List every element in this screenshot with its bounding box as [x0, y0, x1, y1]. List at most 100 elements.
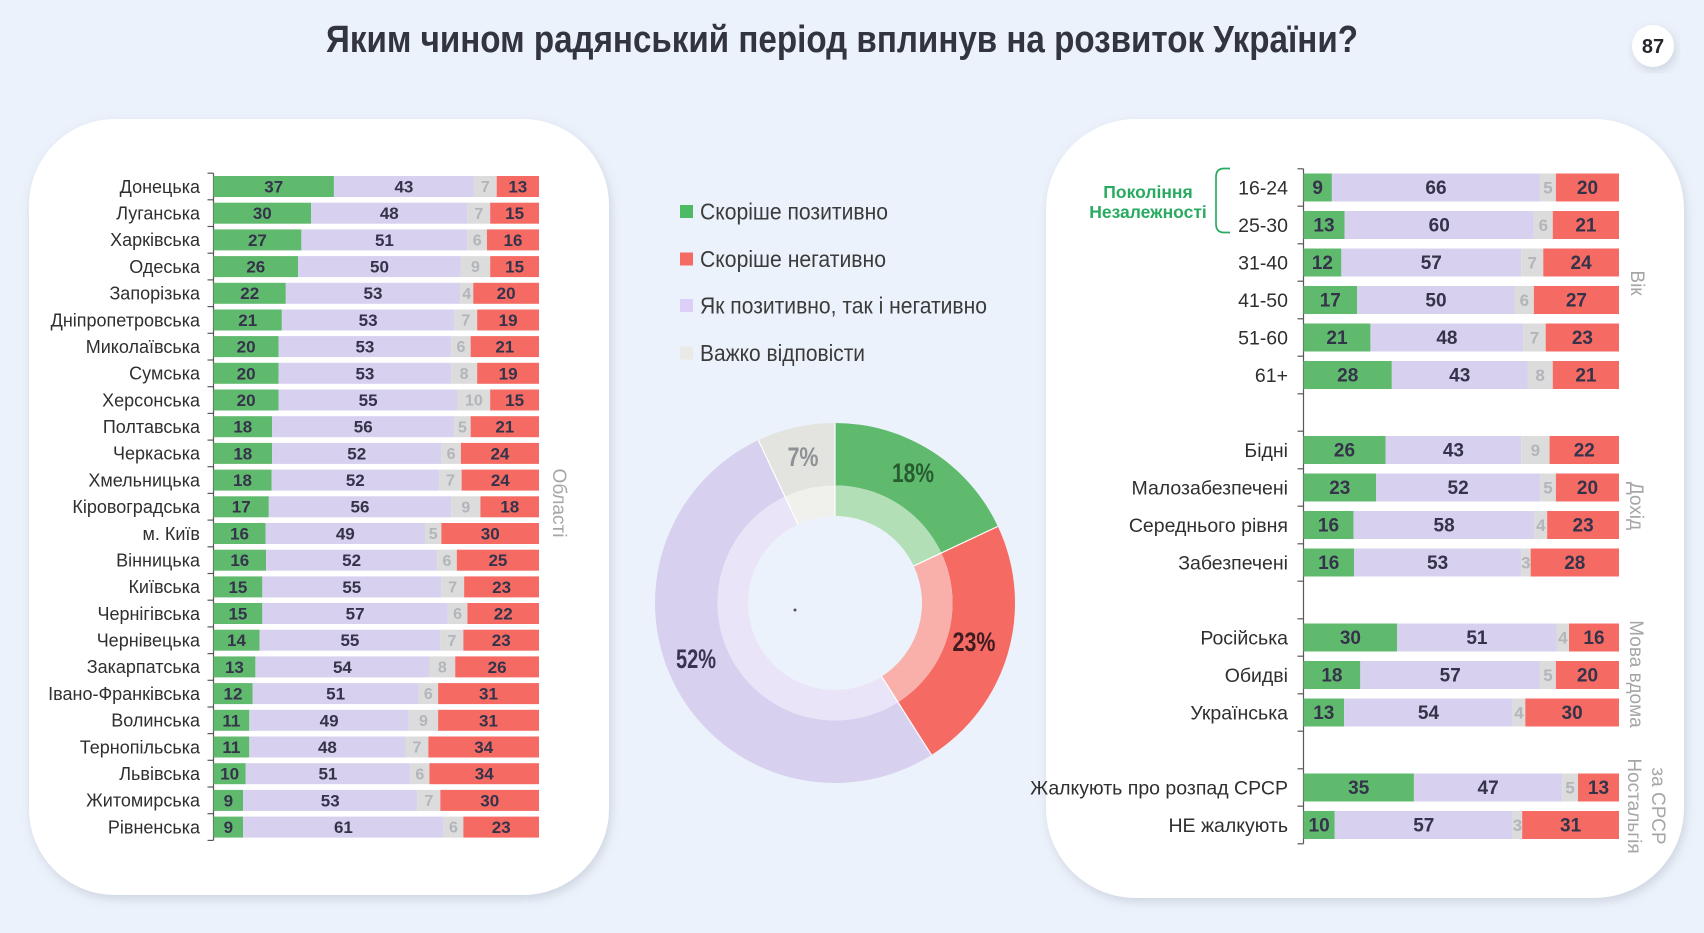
- svg-text:20: 20: [237, 338, 256, 357]
- svg-text:10: 10: [1309, 816, 1330, 837]
- svg-text:16: 16: [230, 551, 249, 570]
- svg-text:50: 50: [1425, 291, 1446, 312]
- svg-text:11: 11: [222, 711, 240, 730]
- svg-text:53: 53: [359, 311, 378, 330]
- svg-text:5: 5: [1543, 666, 1552, 685]
- svg-text:53: 53: [364, 284, 383, 303]
- svg-text:12: 12: [224, 685, 243, 704]
- svg-text:14: 14: [227, 631, 246, 650]
- svg-text:25: 25: [488, 551, 507, 570]
- svg-text:23: 23: [1573, 516, 1594, 537]
- svg-text:52%: 52%: [676, 644, 716, 674]
- svg-text:Херсонська: Херсонська: [102, 390, 201, 410]
- svg-text:57: 57: [1413, 816, 1434, 837]
- svg-text:57: 57: [1421, 253, 1442, 274]
- svg-text:16: 16: [1583, 628, 1604, 649]
- svg-text:7: 7: [1530, 328, 1539, 347]
- svg-text:28: 28: [1564, 553, 1585, 574]
- svg-text:Скоріше позитивно: Скоріше позитивно: [700, 199, 888, 225]
- svg-text:57: 57: [1440, 666, 1461, 687]
- svg-text:Покоління: Покоління: [1103, 182, 1192, 202]
- svg-text:5: 5: [1565, 779, 1574, 798]
- svg-text:Незалежності: Незалежності: [1089, 202, 1207, 222]
- svg-text:23: 23: [492, 631, 511, 650]
- svg-text:16: 16: [1318, 553, 1339, 574]
- svg-text:Забезпечені: Забезпечені: [1178, 553, 1288, 575]
- svg-text:41-50: 41-50: [1238, 290, 1288, 312]
- svg-text:9: 9: [461, 499, 470, 516]
- svg-text:57: 57: [346, 605, 365, 624]
- svg-text:31: 31: [479, 711, 498, 730]
- svg-text:7: 7: [474, 206, 483, 223]
- svg-text:10: 10: [220, 765, 239, 784]
- svg-text:37: 37: [264, 177, 283, 196]
- svg-text:24: 24: [1571, 253, 1593, 274]
- svg-text:18: 18: [1321, 666, 1342, 687]
- svg-text:20: 20: [237, 364, 256, 383]
- svg-text:6: 6: [1539, 216, 1548, 235]
- svg-text:Малозабезпечені: Малозабезпечені: [1132, 478, 1289, 500]
- svg-text:54: 54: [1418, 703, 1440, 724]
- svg-text:8: 8: [460, 366, 469, 383]
- svg-text:15: 15: [505, 204, 524, 223]
- svg-text:13: 13: [1313, 703, 1334, 724]
- svg-text:13: 13: [508, 177, 527, 196]
- svg-text:12: 12: [1312, 253, 1333, 274]
- svg-text:6: 6: [424, 686, 433, 703]
- svg-text:4: 4: [1536, 516, 1546, 535]
- svg-text:Бідні: Бідні: [1244, 440, 1288, 462]
- svg-text:56: 56: [354, 418, 373, 437]
- svg-text:20: 20: [1577, 478, 1598, 499]
- svg-text:55: 55: [340, 631, 359, 650]
- svg-text:Російська: Російська: [1200, 628, 1288, 650]
- svg-text:15: 15: [228, 605, 247, 624]
- svg-text:Області: Області: [548, 469, 569, 538]
- svg-text:22: 22: [1574, 441, 1595, 462]
- svg-text:35: 35: [1348, 778, 1370, 799]
- svg-text:6: 6: [456, 339, 465, 356]
- svg-text:Одеська: Одеська: [129, 257, 201, 277]
- svg-text:Важко відповісти: Важко відповісти: [700, 340, 865, 366]
- svg-text:25-30: 25-30: [1238, 215, 1288, 237]
- svg-text:19: 19: [499, 364, 518, 383]
- svg-text:21: 21: [238, 311, 257, 330]
- svg-text:Вінницька: Вінницька: [116, 551, 201, 571]
- svg-text:56: 56: [351, 498, 370, 517]
- svg-text:17: 17: [1320, 291, 1341, 312]
- svg-text:5: 5: [458, 419, 467, 436]
- svg-text:Донецька: Донецька: [120, 177, 201, 197]
- svg-text:7: 7: [447, 633, 456, 650]
- svg-text:7: 7: [424, 793, 433, 810]
- svg-text:50: 50: [370, 258, 389, 277]
- svg-text:за СРСР: за СРСР: [1647, 767, 1668, 844]
- svg-text:Дніпропетровська: Дніпропетровська: [51, 310, 201, 330]
- svg-text:21: 21: [495, 418, 514, 437]
- svg-text:26: 26: [246, 258, 265, 277]
- svg-text:52: 52: [346, 471, 365, 490]
- svg-text:7%: 7%: [788, 442, 819, 472]
- svg-text:Чернівецька: Чернівецька: [97, 631, 201, 651]
- svg-text:53: 53: [355, 364, 374, 383]
- svg-text:49: 49: [320, 711, 339, 730]
- svg-text:Мова вдома: Мова вдома: [1625, 620, 1646, 728]
- svg-text:11: 11: [222, 738, 240, 757]
- svg-text:7: 7: [446, 473, 455, 490]
- svg-text:9: 9: [1312, 178, 1323, 199]
- svg-text:30: 30: [480, 791, 499, 810]
- svg-text:31: 31: [1560, 816, 1582, 837]
- svg-text:52: 52: [342, 551, 361, 570]
- svg-text:Обидві: Обидві: [1225, 665, 1288, 687]
- svg-text:16: 16: [504, 231, 523, 250]
- svg-text:27: 27: [248, 231, 267, 250]
- svg-text:18%: 18%: [892, 458, 934, 488]
- svg-text:17: 17: [232, 498, 251, 517]
- svg-text:87: 87: [1642, 36, 1664, 58]
- svg-text:26: 26: [488, 658, 507, 677]
- svg-text:58: 58: [1434, 516, 1455, 537]
- svg-text:43: 43: [1443, 441, 1464, 462]
- svg-text:16: 16: [230, 524, 249, 543]
- svg-text:9: 9: [224, 791, 233, 810]
- svg-text:21: 21: [495, 338, 514, 357]
- svg-text:47: 47: [1478, 778, 1499, 799]
- svg-text:Сумська: Сумська: [129, 364, 201, 384]
